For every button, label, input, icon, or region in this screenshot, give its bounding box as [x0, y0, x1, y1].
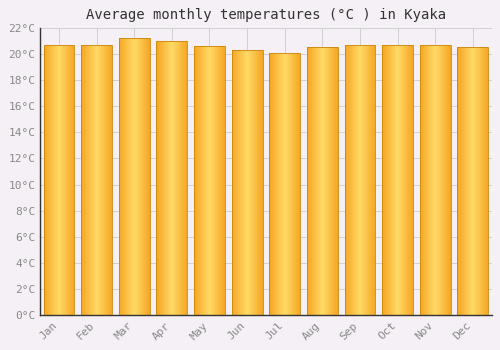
Bar: [232, 50, 262, 315]
Bar: [81, 45, 112, 315]
Title: Average monthly temperatures (°C ) in Kyaka: Average monthly temperatures (°C ) in Ky…: [86, 8, 446, 22]
Bar: [307, 47, 338, 315]
Bar: [44, 45, 74, 315]
Bar: [270, 52, 300, 315]
Bar: [344, 45, 376, 315]
Bar: [156, 41, 188, 315]
Bar: [194, 46, 225, 315]
Bar: [458, 47, 488, 315]
Bar: [119, 38, 150, 315]
Bar: [420, 45, 450, 315]
Bar: [382, 45, 413, 315]
